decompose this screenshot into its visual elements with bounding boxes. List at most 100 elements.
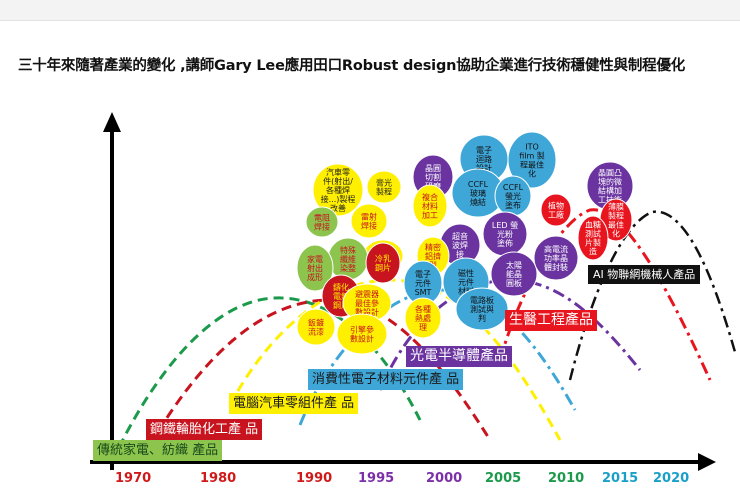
bubble-7-text: 電阻	[314, 214, 330, 223]
industry-label-1: 傳統家電、紡織 產品	[93, 440, 223, 461]
bubble-5-text: 化	[528, 169, 536, 179]
bubble-9-text: 加工	[422, 210, 438, 220]
bubble-8-text: 雷射	[361, 212, 377, 222]
bubble-22-text: SMT	[415, 288, 432, 297]
bubble-29-text: 測試與	[470, 304, 494, 314]
bubble-20	[365, 242, 401, 284]
bubble-7-text: 焊接	[314, 222, 330, 232]
top-bar	[0, 0, 740, 21]
bubble-26-text: 電鍍	[333, 291, 349, 301]
year-label-1990: 1990	[296, 471, 332, 486]
bubble-1-text: 改善	[330, 203, 346, 213]
bubble-15-text: 接	[456, 249, 464, 259]
bubble-1-text: 接...)製程	[321, 194, 356, 204]
bubble-20-text: 冷乳	[375, 254, 391, 264]
year-label-2015: 2015	[602, 471, 638, 486]
bubble-1-text: 件(射出/	[323, 176, 353, 186]
bubble-27-text: 避震器	[355, 289, 379, 299]
bubble-2-text: 膏光	[376, 178, 392, 188]
bubble-5-text: 程最佳	[520, 160, 544, 170]
bubble-22-text: 電子	[415, 270, 431, 279]
bubble-31	[336, 313, 388, 355]
bubble-8	[350, 203, 388, 239]
bubble-30-text: 流漆	[308, 327, 324, 337]
bubble-24-text: 圓板	[506, 278, 522, 288]
year-label-1995: 1995	[358, 471, 394, 486]
bubble-3-text: 切割	[425, 172, 441, 182]
bubble-11-text: 塗布	[505, 200, 521, 210]
bubble-21-text: 精密	[425, 242, 441, 252]
y-axis-arrowhead	[103, 112, 121, 132]
industry-curve-6	[498, 208, 712, 381]
industry-curve-7	[568, 210, 737, 381]
bubble-25-text: 功率晶	[544, 253, 568, 263]
bubble-28-text: 各種	[415, 304, 431, 314]
bubble-2-text: 製程	[376, 187, 392, 197]
bubble-9-text: 材料	[422, 201, 438, 211]
bubble-12	[540, 193, 572, 227]
industry-label-5: 光電半導體產品	[406, 346, 512, 367]
bubble-1-text: 汽車零	[326, 167, 350, 177]
bubble-8-text: 焊接	[361, 221, 377, 231]
bubble-24-text: 能晶	[506, 269, 522, 279]
bubble-28-text: 熱處	[415, 313, 431, 323]
bubble-25-text: 體封裝	[544, 262, 568, 272]
bubble-19-text: 家電	[307, 254, 323, 264]
bubble-26-text: 鑄化	[333, 282, 349, 292]
year-label-2010: 2010	[548, 471, 584, 486]
bubble-24	[490, 251, 538, 297]
industry-label-6: 生醫工程產品	[505, 310, 597, 331]
bubble-7	[305, 206, 339, 238]
bubble-13-text: 製程	[608, 211, 624, 221]
bubble-27-text: 數設計	[355, 307, 379, 317]
bubble-13-text: 化	[612, 229, 620, 239]
bubble-16-text: 光粉	[497, 229, 513, 239]
bubble-15-text: 超音	[452, 231, 468, 241]
bubble-27-text: 最佳參	[355, 298, 379, 308]
bubble-9-text: 複合	[422, 192, 438, 202]
bubble-18-text: 特殊	[340, 245, 356, 255]
year-label-2005: 2005	[485, 471, 521, 486]
bubble-16-text: LED 螢	[492, 220, 518, 230]
bubble-22-text: 元件	[415, 278, 431, 288]
bubble-20-text: 鋼片	[375, 263, 391, 273]
x-axis-arrowhead	[698, 453, 716, 471]
bubble-11-text: 螢光	[505, 191, 521, 201]
bubble-29-text: 判	[478, 313, 486, 323]
bubble-6-text: 晶圓凸	[598, 169, 622, 178]
bubble-17-text: 造	[589, 247, 597, 257]
bubble-28-text: 理	[419, 323, 427, 332]
bubble-4-text: 設計	[476, 163, 492, 173]
bubble-10-text: 燒結	[470, 197, 486, 207]
bubble-1-text: 各種焊	[326, 185, 350, 195]
industry-label-3: 電腦汽車零組件產 品	[229, 393, 359, 414]
bubble-5-text: film 製	[519, 151, 545, 161]
bubble-12-text: 工廠	[548, 210, 564, 220]
bubble-23-text: 材料	[458, 286, 474, 296]
bubble-31-text: 引擎參	[350, 325, 374, 335]
bubble-19-text: 成形	[307, 272, 323, 282]
bubble-16-text: 塗佈	[497, 238, 513, 248]
page-title: 三十年來隨著產業的變化 ,講師Gary Lee應用田口Robust design…	[18, 58, 686, 74]
bubble-13-text: 薄膜	[608, 202, 624, 212]
bubble-11-text: CCFL	[503, 183, 524, 192]
bubble-28	[404, 297, 442, 339]
bubble-25	[533, 235, 579, 281]
bubble-24-text: 太陽	[506, 260, 522, 270]
bubble-17	[577, 215, 609, 261]
bubble-19	[296, 244, 334, 292]
bubble-18-text: 染整	[340, 263, 356, 273]
bubble-17-text: 血糖	[585, 220, 601, 230]
bubble-31-text: 數設計	[350, 334, 374, 344]
bubble-5	[507, 131, 557, 189]
bubble-17-text: 測試	[585, 229, 601, 239]
bubble-9	[412, 184, 448, 228]
bubble-26-text: 鋼片	[333, 300, 349, 310]
bubble-10-text: 玻璃	[470, 188, 486, 198]
year-label-1980: 1980	[200, 471, 236, 486]
year-label-2000: 2000	[426, 471, 462, 486]
bubble-10-text: CCFL	[468, 180, 489, 189]
bubble-18-text: 纖維	[340, 254, 356, 264]
bubble-12-text: 植物	[548, 201, 564, 211]
